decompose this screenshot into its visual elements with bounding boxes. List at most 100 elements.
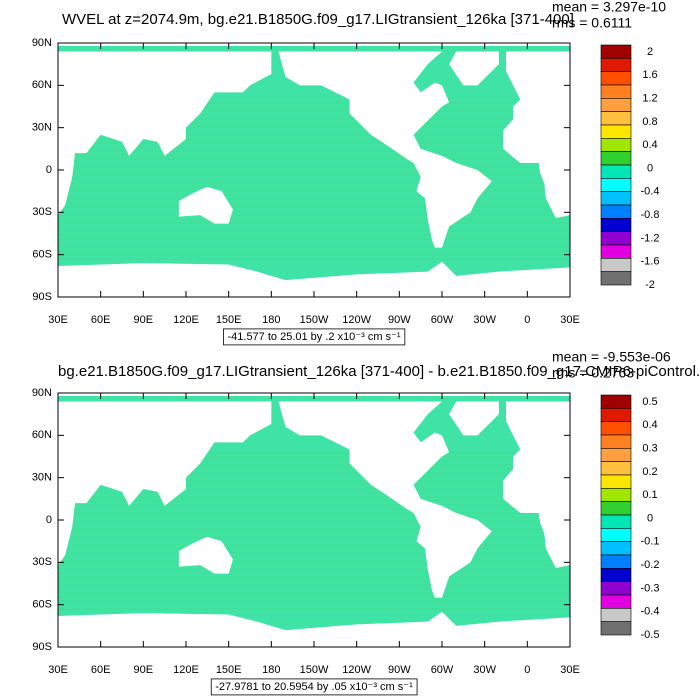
lon-label: 60E <box>91 664 111 676</box>
lat-label: 90S <box>32 291 52 303</box>
colorbar-label: 2 <box>647 46 653 58</box>
lon-label: 150E <box>216 664 242 676</box>
colorbar-box <box>600 421 632 436</box>
lat-label: 60S <box>32 249 52 261</box>
colorbar-box <box>600 111 632 126</box>
lon-label: 150W <box>300 314 329 326</box>
lat-label: 90N <box>32 387 52 399</box>
colorbar-box <box>600 258 632 272</box>
colorbar-box <box>600 554 632 569</box>
colorbar-label: -0.3 <box>641 582 660 594</box>
colorbar-box <box>600 271 632 286</box>
colorbar-box <box>600 151 632 166</box>
colorbar-label: -0.2 <box>641 559 660 571</box>
colorbar-box <box>600 474 632 489</box>
lon-label: 30E <box>48 314 68 326</box>
colorbar-label: 0.1 <box>642 489 657 501</box>
colorbar-box <box>600 71 632 86</box>
lon-label: 30W <box>473 664 496 676</box>
stat: mean = 3.297e-10 <box>552 0 666 15</box>
colorbar-box <box>600 58 632 72</box>
lon-label: 180 <box>262 314 280 326</box>
stat: mean = -9.553e-06 <box>552 349 671 365</box>
lat-label: 30N <box>32 472 52 484</box>
colorbar-box <box>600 621 632 636</box>
colorbar-box <box>600 204 632 219</box>
land <box>503 51 570 218</box>
stat: rms = 0.6111 <box>552 15 632 31</box>
lat-label: 0 <box>46 164 52 176</box>
lon-label: 30E <box>48 664 68 676</box>
colorbar-box <box>600 191 632 206</box>
colorbar-box <box>600 528 632 542</box>
colorbar-box <box>600 164 632 179</box>
lon-label: 90E <box>134 314 154 326</box>
colorbar-box <box>600 514 632 529</box>
colorbar-label: 0 <box>647 512 653 524</box>
lon-label: 180 <box>262 664 280 676</box>
colorbar-box <box>600 408 632 422</box>
info-label: -27.9781 to 20.5954 by .05 x10⁻³ cm s⁻¹ <box>215 681 413 693</box>
lat-label: 90N <box>32 37 52 49</box>
colorbar-label: 1.2 <box>642 93 657 105</box>
lon-label: 30E <box>560 314 580 326</box>
info-box <box>223 328 406 346</box>
lon-label: 60W <box>431 314 454 326</box>
colorbar-box <box>600 244 632 259</box>
lon-label: 90E <box>134 664 154 676</box>
lat-label: 60N <box>32 429 52 441</box>
colorbar-label: -0.1 <box>641 536 660 548</box>
lat-label: 30S <box>32 206 52 218</box>
land <box>178 536 233 574</box>
lat-label: 30S <box>32 556 52 568</box>
lon-label: 90W <box>388 664 411 676</box>
colorbar-box <box>600 541 632 556</box>
lon-label: 30W <box>473 314 496 326</box>
colorbar-box <box>600 594 632 609</box>
land <box>58 401 272 566</box>
colorbar-label: -1.6 <box>641 256 660 268</box>
land <box>178 186 233 224</box>
colorbar-box <box>600 448 632 462</box>
colorbar-label: 0.8 <box>642 116 657 128</box>
info-box <box>210 678 418 696</box>
colorbar-label: 0.5 <box>642 396 657 408</box>
land <box>278 51 492 248</box>
colorbar-label: -1.2 <box>641 232 660 244</box>
land <box>449 51 499 86</box>
lon-label: 0 <box>524 664 530 676</box>
lon-label: 120E <box>173 314 199 326</box>
colorbar-box <box>600 231 632 246</box>
lon-label: 150E <box>216 314 242 326</box>
colorbar-label: -0.8 <box>641 209 660 221</box>
colorbar-box <box>600 138 632 152</box>
colorbar-label: 1.6 <box>642 69 657 81</box>
lat-label: 90S <box>32 641 52 653</box>
lon-label: 120E <box>173 664 199 676</box>
land <box>449 401 499 436</box>
colorbar-box <box>600 488 632 502</box>
colorbar-box <box>600 461 632 476</box>
colorbar-box <box>600 568 632 582</box>
lat-label: 0 <box>46 514 52 526</box>
colorbar-label: -2 <box>645 279 655 291</box>
colorbar-label: -0.5 <box>641 629 660 641</box>
colorbar-box <box>600 178 632 192</box>
colorbar-label: 0.4 <box>642 419 657 431</box>
colorbar-box <box>600 218 632 232</box>
info-label: -41.577 to 25.01 by .2 x10⁻³ cm s⁻¹ <box>227 331 400 343</box>
colorbar-label: 0.4 <box>642 139 657 151</box>
colorbar-label: 0.2 <box>642 466 657 478</box>
colorbar-box <box>600 434 632 449</box>
land <box>58 51 272 216</box>
colorbar-box <box>600 124 632 139</box>
lon-label: 90W <box>388 314 411 326</box>
lon-label: 60E <box>91 314 111 326</box>
colorbar-box <box>600 581 632 596</box>
colorbar-box <box>600 608 632 622</box>
panel-title: bg.e21.B1850G.f09_g17.LIGtransient_126ka… <box>58 363 700 380</box>
land <box>278 401 492 598</box>
colorbar-box <box>600 98 632 112</box>
colorbar-label: 0.3 <box>642 443 657 455</box>
